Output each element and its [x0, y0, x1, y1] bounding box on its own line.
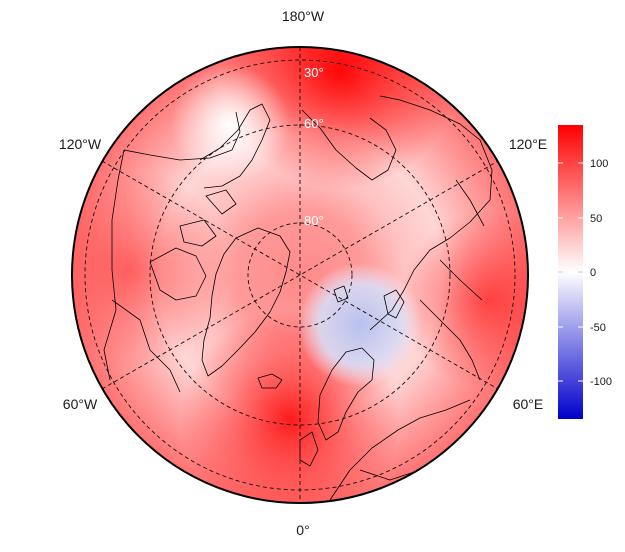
meridian-120w-60e [101, 160, 499, 390]
graticule [84, 47, 516, 503]
lon-label-120w: 120°W [59, 136, 102, 152]
asia-borders [419, 179, 485, 381]
lat-label-60: 60° [304, 116, 324, 131]
meridian-60w-120e [101, 160, 499, 390]
lon-label-60e: 60°E [513, 396, 544, 412]
coastlines [103, 95, 493, 501]
map-border [71, 46, 529, 504]
scandinavia-coast [317, 347, 375, 441]
greenland-coast [201, 227, 291, 377]
alaska-coast [199, 103, 271, 189]
europe-coast [329, 399, 471, 501]
parallel-60 [149, 124, 451, 426]
lon-label-180w: 180°W [282, 8, 325, 24]
lat-label-30: 30° [304, 65, 324, 80]
svalbard [333, 285, 349, 303]
chukotka-coast [301, 109, 397, 181]
colorbar-ticks [558, 162, 583, 382]
colorbar-tick-50: 50 [590, 213, 602, 225]
colorbar-tick-100: 100 [590, 158, 608, 170]
colorbar-tick-minus50: -50 [590, 322, 606, 334]
colorbar: 100 50 0 -50 -100 [558, 125, 612, 419]
lon-label-120e: 120°E [509, 136, 547, 152]
lon-label-0: 0° [296, 522, 309, 538]
canada-archipelago [149, 189, 237, 301]
novaya-zemlya [383, 289, 405, 319]
siberia-coast [369, 95, 493, 331]
north-america-coast [103, 111, 241, 393]
colorbar-tick-minus100: -100 [590, 376, 612, 388]
parallel-80 [247, 222, 353, 328]
colorbar-tick-0: 0 [590, 267, 596, 279]
lat-label-80: 80° [304, 213, 324, 228]
iceland-coast [257, 373, 283, 389]
lon-label-60w: 60°W [63, 396, 98, 412]
